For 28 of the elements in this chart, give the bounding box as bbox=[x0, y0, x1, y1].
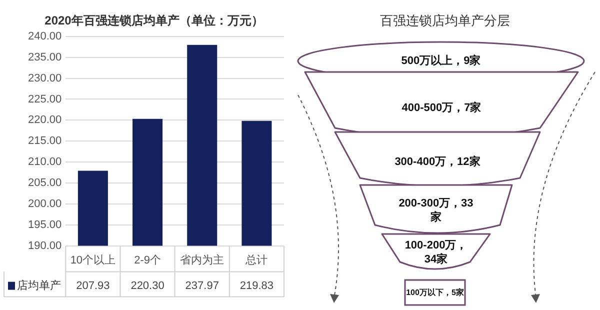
y-tick-label: 205.00 bbox=[28, 177, 62, 190]
chart-title: 2020年百强连锁店均单产（单位：万元） bbox=[44, 14, 264, 28]
category-label: 300-400万，12家 bbox=[394, 154, 482, 170]
y-tick-label: 210.00 bbox=[28, 156, 62, 168]
text: 237.97 bbox=[185, 280, 219, 292]
x-tick-label: 2-9个 bbox=[134, 254, 161, 266]
y-tick-label: 235.00 bbox=[28, 51, 62, 64]
x-tick-label: 省内为主 bbox=[180, 253, 224, 266]
y-tick-label: 195.00 bbox=[28, 218, 62, 231]
y-tick-label: 240.00 bbox=[28, 30, 62, 42]
y-tick-label: 220.00 bbox=[28, 114, 62, 126]
y-tick-label: 215.00 bbox=[28, 135, 62, 148]
text: 220.30 bbox=[130, 280, 164, 292]
y-tick-label: 200.00 bbox=[28, 198, 62, 210]
x-tick-label: 总计 bbox=[244, 253, 268, 266]
y-tick-label: 225.00 bbox=[28, 93, 62, 106]
text: 207.93 bbox=[76, 280, 110, 292]
y-tick-label: 230.00 bbox=[28, 72, 62, 84]
y-tick-label: 190.00 bbox=[28, 240, 62, 252]
category-label: 500万以上，9家 bbox=[400, 54, 482, 68]
text: 219.83 bbox=[240, 280, 274, 292]
legend-label: 店均单产 bbox=[17, 278, 61, 292]
category-label: 200-300万，33家 bbox=[398, 196, 474, 226]
x-tick-label: 10个以上 bbox=[70, 253, 116, 266]
text: 百强连锁店均单产分层 bbox=[379, 12, 511, 30]
category-label: 400-500万，7家 bbox=[400, 100, 482, 116]
category-label: 100万以下，5家 bbox=[405, 288, 465, 298]
category-label: 100-200万，34家 bbox=[404, 238, 468, 268]
